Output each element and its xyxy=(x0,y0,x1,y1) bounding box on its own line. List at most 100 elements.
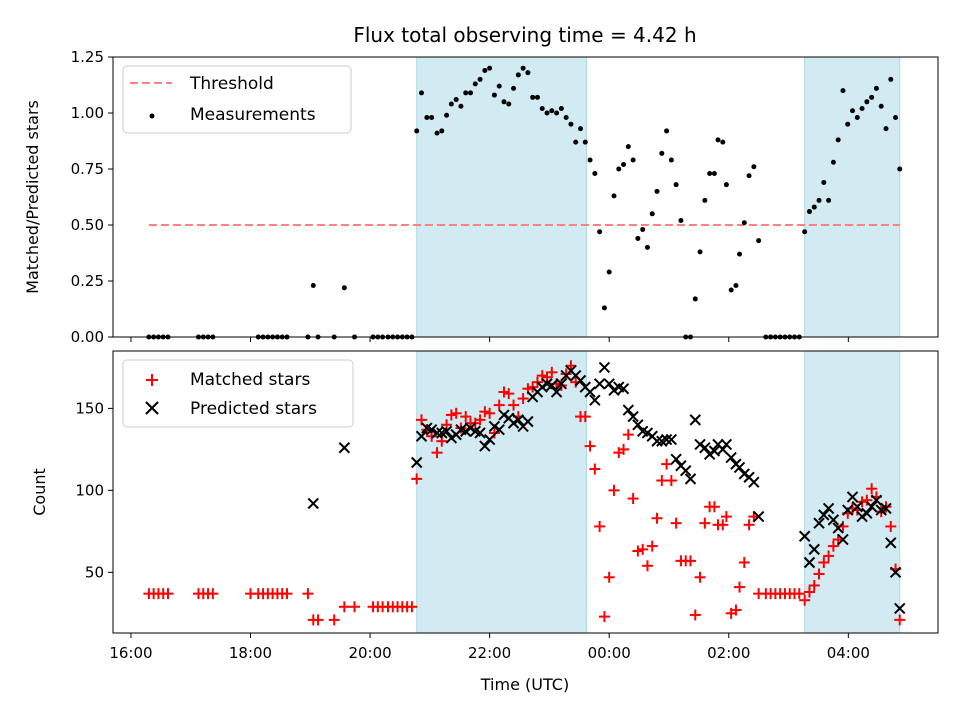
predicted-star-point xyxy=(733,461,746,474)
matched-star-point xyxy=(508,399,520,411)
measurement-point xyxy=(549,108,555,114)
predicted-star-point xyxy=(885,537,897,549)
legend-predicted-swatch xyxy=(145,401,159,415)
measurement-point xyxy=(573,139,579,145)
measurement-point xyxy=(733,282,739,288)
predicted-star-point xyxy=(798,530,811,542)
predicted-star-point xyxy=(803,556,816,569)
matched-star-point xyxy=(637,543,649,555)
measurement-point xyxy=(711,170,717,176)
predicted-star-point xyxy=(865,501,878,513)
predicted-star-point xyxy=(627,410,639,423)
measurement-point xyxy=(625,144,631,150)
matched-star-point xyxy=(312,614,324,626)
predicted-star-point xyxy=(880,502,892,515)
predicted-star-point xyxy=(555,378,568,390)
matched-star-point xyxy=(734,581,746,593)
predicted-star-point xyxy=(589,394,601,406)
measurement-point xyxy=(563,114,569,120)
legend-predicted-label: Predicted stars xyxy=(190,399,317,419)
measurement-point xyxy=(697,249,703,255)
ratio-y-axis-label: Matched/Predicted stars xyxy=(23,100,42,294)
measurement-point xyxy=(310,282,316,288)
y-tick-label: 50 xyxy=(85,563,104,581)
y-tick-label: 150 xyxy=(75,399,104,417)
y-tick-label: 0.75 xyxy=(71,160,104,178)
matched-star-point xyxy=(685,555,696,567)
predicted-star-point xyxy=(808,543,820,556)
measurement-point xyxy=(544,110,550,116)
matched-star-point xyxy=(546,366,558,378)
count-legend-box xyxy=(122,359,354,428)
predicted-star-point xyxy=(720,438,733,451)
predicted-star-point xyxy=(752,510,765,523)
measurement-point xyxy=(496,83,502,89)
measurement-point xyxy=(897,166,903,172)
measurement-point xyxy=(534,94,540,100)
matched-star-point xyxy=(717,519,729,531)
matched-star-point xyxy=(560,368,572,380)
measurement-point xyxy=(539,106,545,112)
predicted-star-point xyxy=(842,504,854,516)
matched-star-point xyxy=(328,614,340,626)
predicted-star-point xyxy=(699,442,711,454)
predicted-star-point xyxy=(748,476,760,488)
shaded-window-1 xyxy=(804,56,901,338)
predicted-star-point xyxy=(818,509,830,521)
x-tick-label: 02:00 xyxy=(707,644,750,662)
measurement-point xyxy=(854,114,860,120)
matched-star-point xyxy=(479,406,491,418)
x-tick-label: 04:00 xyxy=(827,644,870,662)
predicted-star-point xyxy=(851,501,864,513)
measurement-point xyxy=(418,90,424,96)
matched-star-point xyxy=(699,517,711,529)
matched-star-point xyxy=(670,517,682,529)
matched-star-point xyxy=(818,557,830,568)
measurement-point xyxy=(720,139,726,145)
predicted-star-point xyxy=(632,419,644,431)
predicted-star-point xyxy=(410,456,423,469)
matched-star-point xyxy=(598,611,610,623)
predicted-star-point xyxy=(550,386,563,398)
count-panel-frame xyxy=(112,350,939,634)
matched-star-point xyxy=(627,493,639,505)
legend-measurements-label: Measurements xyxy=(190,105,316,125)
matched-star-point xyxy=(646,540,658,552)
predicted-star-point xyxy=(837,533,849,546)
matched-star-point xyxy=(349,601,361,613)
count-legend: Matched stars Predicted stars xyxy=(122,359,354,428)
measurement-point xyxy=(723,182,729,188)
predicted-star-point xyxy=(708,445,721,457)
measurement-point xyxy=(811,204,817,210)
measurement-point xyxy=(728,287,734,293)
predicted-star-point xyxy=(689,414,701,426)
matched-star-point xyxy=(803,586,815,598)
predicted-star-point xyxy=(425,423,438,436)
matched-star-point xyxy=(584,440,596,452)
measurement-point xyxy=(621,162,627,168)
predicted-star-point xyxy=(440,425,453,438)
count-y-ticks: 50 100 150 xyxy=(75,399,113,581)
matched-star-point xyxy=(474,414,486,426)
measurement-point xyxy=(472,81,478,87)
matched-star-point xyxy=(799,594,811,606)
measurement-point xyxy=(568,121,574,127)
matched-star-point xyxy=(641,560,653,572)
matched-star-point xyxy=(866,483,878,495)
measurement-point xyxy=(444,112,450,118)
predicted-star-point xyxy=(846,491,859,503)
measurement-point xyxy=(616,166,622,172)
x-tick-label: 16:00 xyxy=(109,644,152,662)
predicted-star-point xyxy=(474,427,486,439)
matched-star-point xyxy=(503,388,515,400)
predicted-star-point xyxy=(584,386,596,398)
measurement-point xyxy=(668,157,674,163)
y-tick-label: 0.25 xyxy=(71,272,104,290)
measurement-point xyxy=(737,251,743,257)
matched-star-point xyxy=(498,386,510,398)
x-tick-label: 18:00 xyxy=(229,644,272,662)
matched-star-point xyxy=(665,475,677,487)
measurement-point xyxy=(678,218,684,224)
matched-star-point xyxy=(608,484,620,496)
